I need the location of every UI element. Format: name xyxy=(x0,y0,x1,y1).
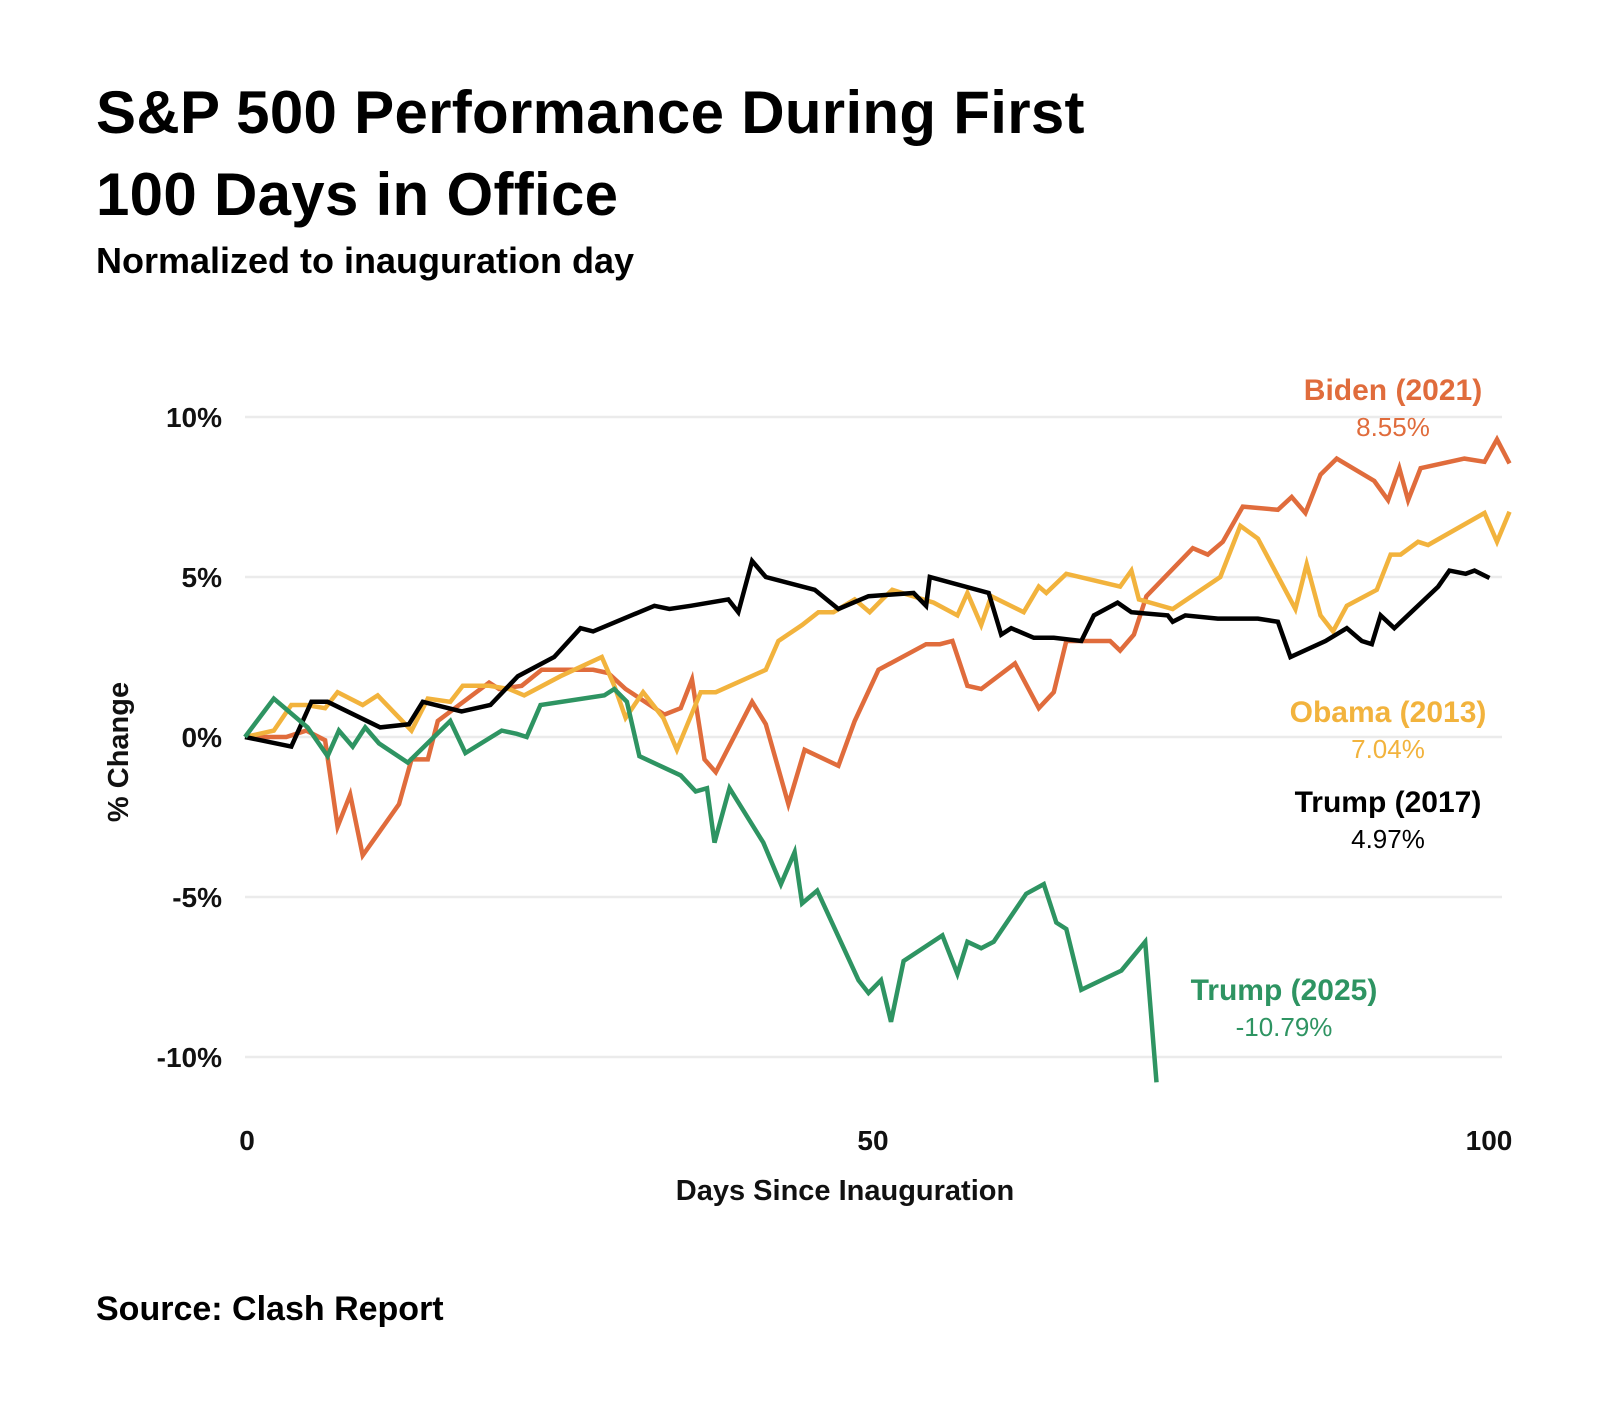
series-value-obama: 7.04% xyxy=(1351,734,1425,764)
y-tick-label: -5% xyxy=(172,882,222,913)
series-label-trump-2025: Trump (2025) xyxy=(1191,974,1378,1007)
y-axis-label: % Change xyxy=(103,682,135,822)
x-tick-label: 50 xyxy=(857,1125,888,1156)
x-tick-label: 0 xyxy=(239,1125,255,1156)
chart-title: S&P 500 Performance During First 100 Day… xyxy=(96,72,1296,236)
x-axis-label: Days Since Inauguration xyxy=(676,1175,1014,1207)
series-value-biden: 8.55% xyxy=(1356,412,1430,442)
source-note: Source: Clash Report xyxy=(96,1290,444,1328)
x-tick-label: 100 xyxy=(1466,1125,1513,1156)
series-value-trump-2017: 4.97% xyxy=(1351,824,1425,854)
gridlines xyxy=(245,415,1502,1059)
y-tick-label: 10% xyxy=(166,402,222,433)
y-tick-label: -10% xyxy=(157,1042,222,1073)
chart-subtitle: Normalized to inauguration day xyxy=(96,240,635,281)
series-line-biden-2021 xyxy=(245,434,1512,861)
x-axis-ticks: 0 50 100 xyxy=(239,1125,1512,1156)
series-label-trump-2017: Trump (2017) xyxy=(1295,786,1482,819)
series-line-trump-2025 xyxy=(243,686,1159,1083)
title-line-2: 100 Days in Office xyxy=(96,161,619,228)
y-tick-label: 0% xyxy=(182,722,223,753)
series-line-trump-2017 xyxy=(244,556,1491,750)
series-label-biden: Biden (2021) xyxy=(1304,374,1482,407)
y-axis-ticks: 10% 5% 0% -5% -10% xyxy=(157,402,222,1073)
series-labels: Biden (2021) 8.55% Obama (2013) 7.04% Tr… xyxy=(1191,374,1487,1042)
series-line-obama-2013 xyxy=(244,509,1512,756)
y-tick-label: 5% xyxy=(182,562,223,593)
title-line-1: S&P 500 Performance During First xyxy=(96,79,1085,146)
series-value-trump-2025: -10.79% xyxy=(1236,1012,1333,1042)
series-lines xyxy=(243,434,1512,1083)
series-label-obama: Obama (2013) xyxy=(1290,696,1487,729)
